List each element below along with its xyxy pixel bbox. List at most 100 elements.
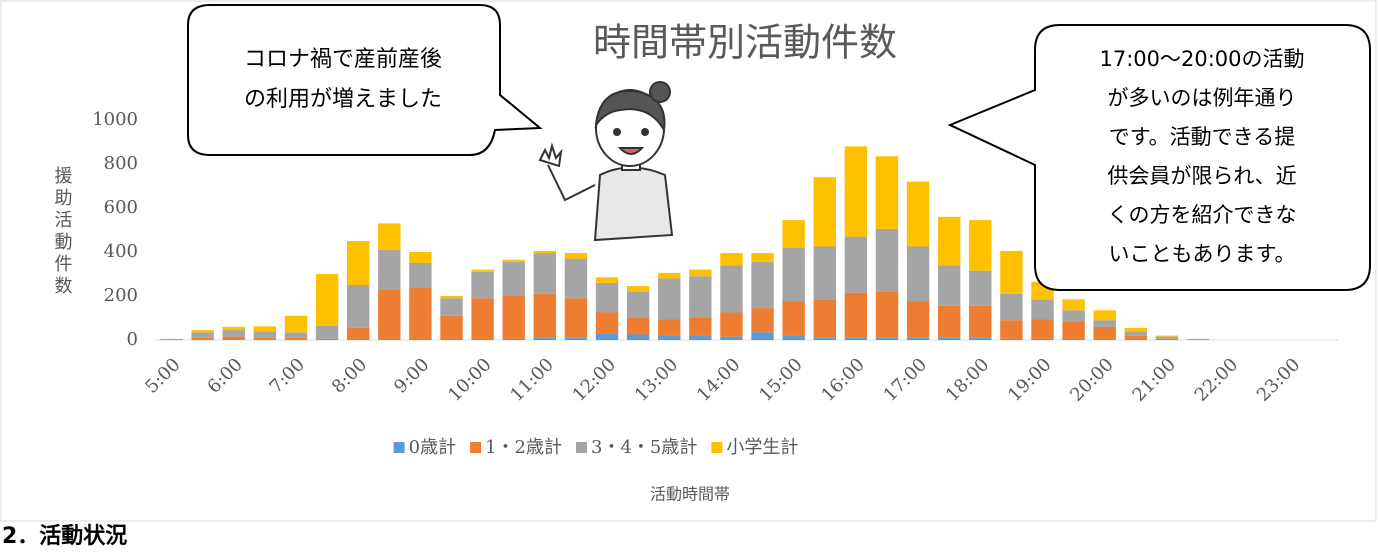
bar-segment: [596, 333, 618, 340]
bar-segment: [814, 247, 836, 300]
bar-segment: [720, 253, 742, 265]
bar-segment: [316, 326, 338, 339]
bar-segment: [845, 146, 867, 236]
bar-segment: [223, 337, 245, 340]
bar-segment: [689, 336, 711, 340]
bar-segment: [440, 296, 462, 298]
bar-segment: [720, 313, 742, 337]
bar-segment: [347, 241, 369, 285]
bar-segment: [503, 339, 525, 340]
bar-segment: [565, 298, 587, 338]
bar-segment: [938, 306, 960, 338]
bar-segment: [782, 302, 804, 336]
section-heading: 2．活動状況: [2, 524, 127, 549]
chart: 時間帯別活動件数 援助活動件数 活動時間帯 020040060080010005…: [0, 0, 1382, 549]
bar-segment: [938, 217, 960, 265]
bar-segment: [689, 270, 711, 277]
bar-segment: [285, 316, 307, 333]
bar-segment: [471, 298, 493, 340]
bar-segment: [720, 265, 742, 312]
bar-segment: [503, 262, 525, 296]
bar-segment: [969, 220, 991, 271]
bar-segment: [907, 182, 929, 247]
bar-segment: [1000, 339, 1022, 340]
bar-segment: [1125, 328, 1147, 331]
bar-segment: [751, 262, 773, 308]
bar-segment: [969, 338, 991, 340]
bar-segment: [409, 252, 431, 263]
bar-segment: [969, 306, 991, 338]
bar-segment: [627, 318, 649, 335]
bar-segment: [471, 270, 493, 272]
bar-segment: [814, 338, 836, 340]
bar-segment: [316, 274, 338, 326]
bar-segment: [938, 338, 960, 340]
annotation-text: の利用が増えました: [244, 87, 442, 112]
annotation-text: くの方を紹介できな: [1108, 203, 1297, 227]
bar-segment: [223, 330, 245, 337]
annotation-text: いこともあります。: [1109, 242, 1296, 266]
bar-segment: [1000, 251, 1022, 294]
bar-segment: [503, 260, 525, 262]
bar-segment: [191, 338, 213, 340]
bar-segment: [534, 294, 556, 338]
bar-segment: [845, 338, 867, 340]
annotation-text: 供会員が限られ、近: [1107, 164, 1296, 188]
bar-segment: [814, 299, 836, 338]
y-axis-title: 援助活動件数: [52, 166, 73, 298]
bar-segment: [969, 271, 991, 306]
bar-segment: [845, 237, 867, 293]
bar-segment: [782, 248, 804, 302]
bar-segment: [689, 318, 711, 336]
bar-segment: [285, 332, 307, 338]
legend-swatch: [470, 442, 481, 453]
bar-segment: [845, 293, 867, 338]
bar-segment: [254, 338, 276, 340]
y-tick-label: 1000: [92, 109, 138, 130]
bar-segment: [1031, 299, 1053, 319]
bar-segment: [565, 253, 587, 259]
bar-segment: [1031, 339, 1053, 340]
bar-segment: [565, 259, 587, 299]
bar-segment: [938, 265, 960, 306]
bar-segment: [1062, 321, 1084, 340]
legend-label: 3・4・5歳計: [591, 437, 697, 458]
bar-segment: [751, 332, 773, 340]
bar-segment: [907, 338, 929, 340]
bar-segment: [907, 247, 929, 302]
bar-segment: [534, 338, 556, 340]
bar-segment: [254, 326, 276, 331]
bar-segment: [596, 277, 618, 283]
bar-segment: [1156, 337, 1178, 339]
bar-segment: [689, 276, 711, 318]
bar-segment: [534, 251, 556, 253]
bar-segment: [751, 253, 773, 262]
bar-segment: [876, 156, 898, 229]
annotation-text: が多いのは例年通り: [1108, 86, 1297, 110]
page: {"chart_data": {"type": "bar", "stacked"…: [0, 0, 1382, 549]
bar-segment: [471, 272, 493, 298]
speech-bubble: [188, 5, 540, 155]
y-tick-label: 200: [104, 285, 138, 306]
legend-swatch: [711, 442, 722, 453]
bar-segment: [254, 331, 276, 338]
bar-segment: [316, 339, 338, 340]
annotation-text: です。活動できる提: [1109, 125, 1295, 149]
bar-segment: [1187, 339, 1209, 340]
bar-segment: [1094, 327, 1116, 340]
bar-segment: [503, 296, 525, 339]
bar-segment: [347, 285, 369, 328]
bar-segment: [565, 338, 587, 340]
bar-segment: [596, 313, 618, 334]
bar-segment: [782, 336, 804, 340]
legend-swatch: [394, 442, 405, 453]
bar-segment: [658, 273, 680, 279]
bar-segment: [285, 338, 307, 340]
bar-segment: [876, 292, 898, 338]
bar-segment: [440, 298, 462, 316]
bar-segment: [1094, 320, 1116, 327]
bar-segment: [596, 283, 618, 313]
bar-segment: [1094, 310, 1116, 320]
y-tick-label: 400: [104, 241, 138, 262]
bar-segment: [1000, 294, 1022, 320]
